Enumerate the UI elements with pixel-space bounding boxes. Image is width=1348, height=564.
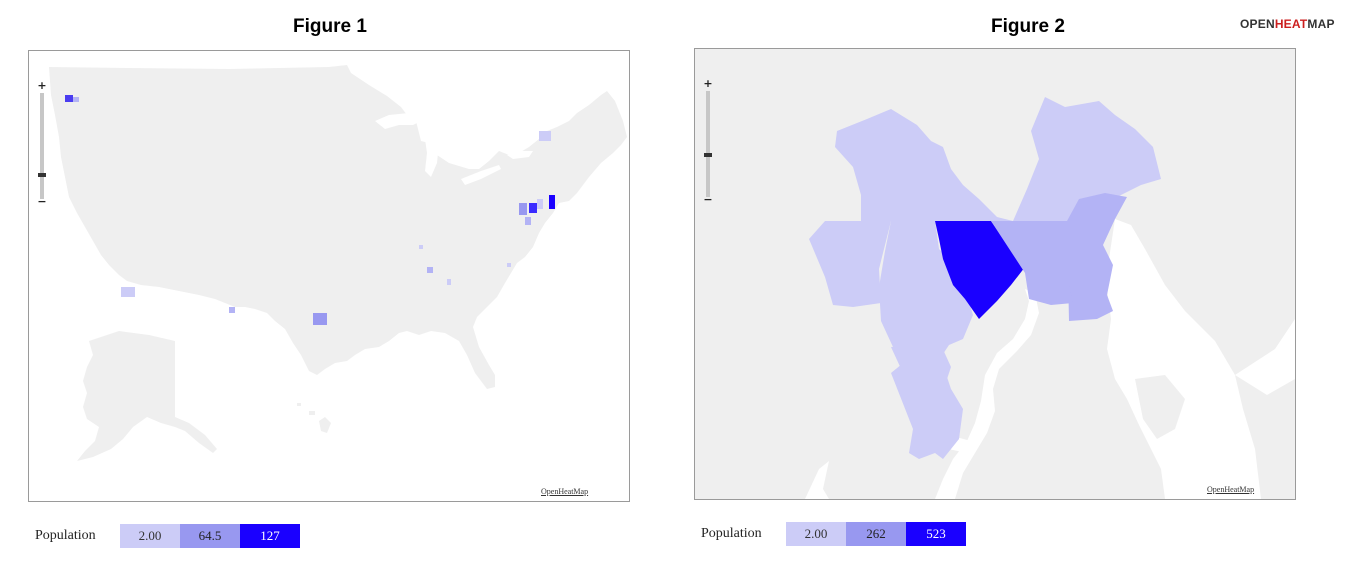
map2-zoom-control[interactable]: + −	[701, 77, 715, 206]
county-georgia	[507, 263, 511, 267]
map2-zoom-in-button[interactable]: +	[703, 77, 713, 90]
bay-island	[1135, 375, 1185, 439]
county-baltimore	[537, 199, 543, 209]
map2-zoom-track[interactable]	[706, 91, 710, 197]
county-tennessee	[447, 279, 451, 285]
county-dc-core	[935, 221, 1025, 319]
map2-zoom-out-button[interactable]: −	[703, 193, 713, 206]
county-prince-william	[891, 305, 963, 459]
logo-part-map: MAP	[1307, 17, 1335, 31]
map2-zoom-handle[interactable]	[704, 153, 712, 157]
county-california	[121, 287, 135, 297]
legend-title: Population	[701, 526, 762, 541]
lake-ontario	[507, 151, 533, 159]
legend-stop-high: 523	[906, 522, 966, 546]
us-map-canvas	[49, 65, 627, 461]
county-montgomery	[835, 109, 1013, 221]
legend-stop-mid: 64.5	[180, 524, 240, 548]
logo-part-heat: HEAT	[1274, 17, 1308, 31]
alaska	[77, 331, 217, 461]
county-loudoun	[809, 221, 891, 307]
potomac-river	[935, 289, 1039, 499]
chesapeake-area	[1107, 219, 1261, 499]
figure-2-legend: Population 2.00 262 523	[701, 522, 966, 546]
county-pittsburgh	[519, 203, 527, 215]
figure-2-title: Figure 2	[991, 16, 1065, 37]
lake-huron	[447, 133, 469, 163]
map1-zoom-track[interactable]	[40, 93, 44, 199]
county-dc	[525, 217, 531, 225]
county-arizona	[229, 307, 235, 313]
map1-credit-link[interactable]: OpenHeatMap	[541, 487, 589, 496]
county-seattle	[65, 95, 73, 102]
legend-stop-low: 2.00	[120, 524, 180, 548]
map1-zoom-control[interactable]: + −	[35, 79, 49, 208]
map2-credit-link[interactable]: OpenHeatMap	[1207, 485, 1255, 494]
figure-1-title: Figure 1	[293, 16, 367, 37]
coastline-inlet	[1235, 319, 1295, 395]
county-east	[991, 221, 1073, 305]
county-missouri	[427, 267, 433, 273]
county-indiana	[419, 245, 423, 249]
legend-stop-high: 127	[240, 524, 300, 548]
county-texas	[313, 313, 327, 325]
county-maine	[539, 131, 551, 141]
county-fairfax	[879, 221, 973, 361]
hawaii-oahu	[297, 403, 301, 406]
county-prince-georges	[1013, 97, 1161, 221]
legend-title: Population	[35, 528, 96, 543]
map1-zoom-out-button[interactable]: −	[37, 195, 47, 208]
legend-stop-mid: 262	[846, 522, 906, 546]
hawaii-maui	[309, 411, 315, 415]
figure-1-legend: Population 2.00 64.5 127	[35, 524, 300, 548]
us-landmass	[49, 65, 627, 389]
county-anne-arundel	[1067, 193, 1127, 321]
lake-erie	[461, 165, 501, 185]
west-land-cut	[805, 461, 829, 499]
us-heat-map[interactable]: + − OpenHeatMap	[28, 50, 630, 502]
dc-heat-map[interactable]: + − OpenHeatMap	[694, 48, 1296, 500]
county-seattle-east	[73, 97, 79, 102]
lake-michigan	[425, 125, 439, 177]
county-nyc	[549, 195, 555, 209]
county-philadelphia	[529, 203, 537, 213]
county-arlington	[891, 345, 951, 385]
legend-stop-low: 2.00	[786, 522, 846, 546]
openheatmap-logo[interactable]: OPENHEATMAP	[1240, 17, 1335, 31]
map1-zoom-handle[interactable]	[38, 173, 46, 177]
logo-part-open: OPEN	[1240, 17, 1275, 31]
dc-map-canvas	[695, 49, 1295, 499]
hawaii-island	[319, 417, 331, 433]
map1-zoom-in-button[interactable]: +	[37, 79, 47, 92]
lake-superior	[375, 113, 421, 129]
